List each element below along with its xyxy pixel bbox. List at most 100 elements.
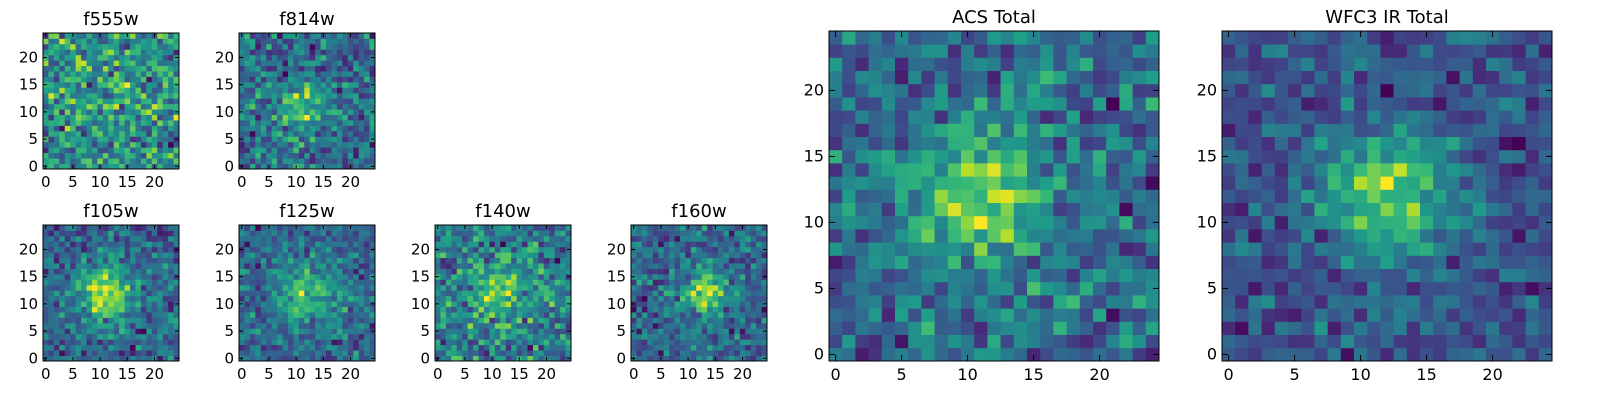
heatmap-cell xyxy=(91,54,98,61)
heatmap-cell xyxy=(342,43,349,50)
heatmap-cell xyxy=(97,54,104,61)
heatmap-cell xyxy=(1301,281,1315,296)
heatmap-cell xyxy=(543,328,550,335)
heatmap-cell xyxy=(554,235,561,242)
heatmap-cell xyxy=(750,263,757,269)
heatmap-cell xyxy=(140,71,147,77)
heatmap-cell xyxy=(1093,83,1107,98)
heatmap-cell xyxy=(287,301,294,307)
heatmap-cell xyxy=(244,322,251,329)
heatmap-cell xyxy=(239,76,245,83)
heatmap-cell xyxy=(168,98,174,105)
heatmap-cell xyxy=(369,130,376,137)
heatmap-cell xyxy=(124,312,131,318)
heatmap-cell xyxy=(326,295,332,302)
heatmap-cell xyxy=(560,263,566,269)
heatmap-cell xyxy=(908,136,922,151)
heatmap-cell xyxy=(679,252,686,259)
heatmap-cell xyxy=(1235,255,1249,269)
heatmap-cell xyxy=(1000,176,1015,190)
heatmap-cell xyxy=(435,263,441,269)
heatmap-cell xyxy=(456,230,463,237)
heatmap-cell xyxy=(266,103,273,110)
heatmap-cell xyxy=(64,317,71,324)
heatmap-cell xyxy=(277,54,283,61)
heatmap-cell xyxy=(690,295,697,302)
heatmap-cell xyxy=(1248,295,1262,309)
heatmap-cell xyxy=(162,65,169,72)
heatmap-cell xyxy=(947,163,962,177)
heatmap-cell xyxy=(696,290,703,297)
heatmap-cell xyxy=(494,344,501,351)
heatmap-cell xyxy=(282,114,289,121)
panel-title: f555w xyxy=(83,9,138,30)
heatmap-cell xyxy=(1459,229,1474,243)
heatmap-cell xyxy=(119,241,125,248)
heatmap-cell xyxy=(119,130,125,137)
heatmap-cell xyxy=(516,257,523,264)
heatmap-cell xyxy=(309,268,316,275)
heatmap-cell xyxy=(739,284,746,291)
heatmap-cell xyxy=(669,235,675,242)
heatmap-cell xyxy=(298,152,305,159)
heatmap-cell xyxy=(255,130,262,137)
heatmap-cell xyxy=(168,225,174,231)
heatmap-cell xyxy=(829,136,843,151)
heatmap-cell xyxy=(554,301,561,307)
heatmap-cell xyxy=(734,295,741,302)
heatmap-cell xyxy=(331,355,338,362)
heatmap-cell xyxy=(347,252,354,259)
heatmap-cell xyxy=(669,241,675,248)
heatmap-cell xyxy=(293,81,300,88)
heatmap-cell xyxy=(135,76,142,83)
heatmap-cell xyxy=(331,290,338,297)
heatmap-cell xyxy=(500,263,507,269)
heatmap-cell xyxy=(75,60,82,67)
heatmap-cell xyxy=(549,301,556,307)
heatmap-cell xyxy=(140,87,147,94)
heatmap-cell xyxy=(342,290,349,297)
heatmap-cell xyxy=(75,65,82,72)
heatmap-cell xyxy=(1459,347,1474,362)
heatmap-cell xyxy=(489,350,496,356)
heatmap-cell xyxy=(1027,347,1041,362)
heatmap-cell xyxy=(173,60,180,67)
heatmap-cell xyxy=(921,229,935,243)
heatmap-cell xyxy=(151,76,158,83)
heatmap-cell xyxy=(135,344,142,351)
heatmap-cell xyxy=(696,273,703,280)
heatmap-cell xyxy=(1327,295,1342,309)
heatmap-cell xyxy=(347,49,354,56)
heatmap-cell xyxy=(364,235,370,242)
heatmap-cell xyxy=(934,136,949,151)
heatmap-cell xyxy=(663,339,670,346)
heatmap-cell xyxy=(478,312,485,318)
heatmap-cell xyxy=(342,38,349,45)
heatmap-cell xyxy=(59,71,66,77)
heatmap-cell xyxy=(494,312,501,318)
heatmap-cell xyxy=(1235,215,1249,230)
heatmap-cell xyxy=(309,136,316,143)
heatmap-cell xyxy=(97,322,104,329)
heatmap-cell xyxy=(48,246,55,253)
heatmap-cell xyxy=(81,38,87,45)
heatmap-cell xyxy=(249,268,256,275)
heatmap-cell xyxy=(249,241,256,248)
heatmap-cell xyxy=(855,215,869,230)
heatmap-cell xyxy=(331,114,338,121)
heatmap-cell xyxy=(53,158,60,164)
heatmap-cell xyxy=(1093,110,1107,124)
heatmap-cell xyxy=(987,123,1001,137)
heatmap-cell xyxy=(739,273,746,280)
heatmap-cell xyxy=(102,355,109,362)
heatmap-cell xyxy=(761,290,768,297)
heatmap-cell xyxy=(1235,202,1249,217)
heatmap-cell xyxy=(1472,242,1487,256)
heatmap-cell xyxy=(331,225,338,231)
heatmap-cell xyxy=(162,54,169,61)
heatmap-cell xyxy=(168,317,174,324)
heatmap-cell xyxy=(157,152,164,159)
heatmap-cell xyxy=(723,241,730,248)
heatmap-cell xyxy=(478,252,485,259)
heatmap-cell xyxy=(1393,308,1408,322)
